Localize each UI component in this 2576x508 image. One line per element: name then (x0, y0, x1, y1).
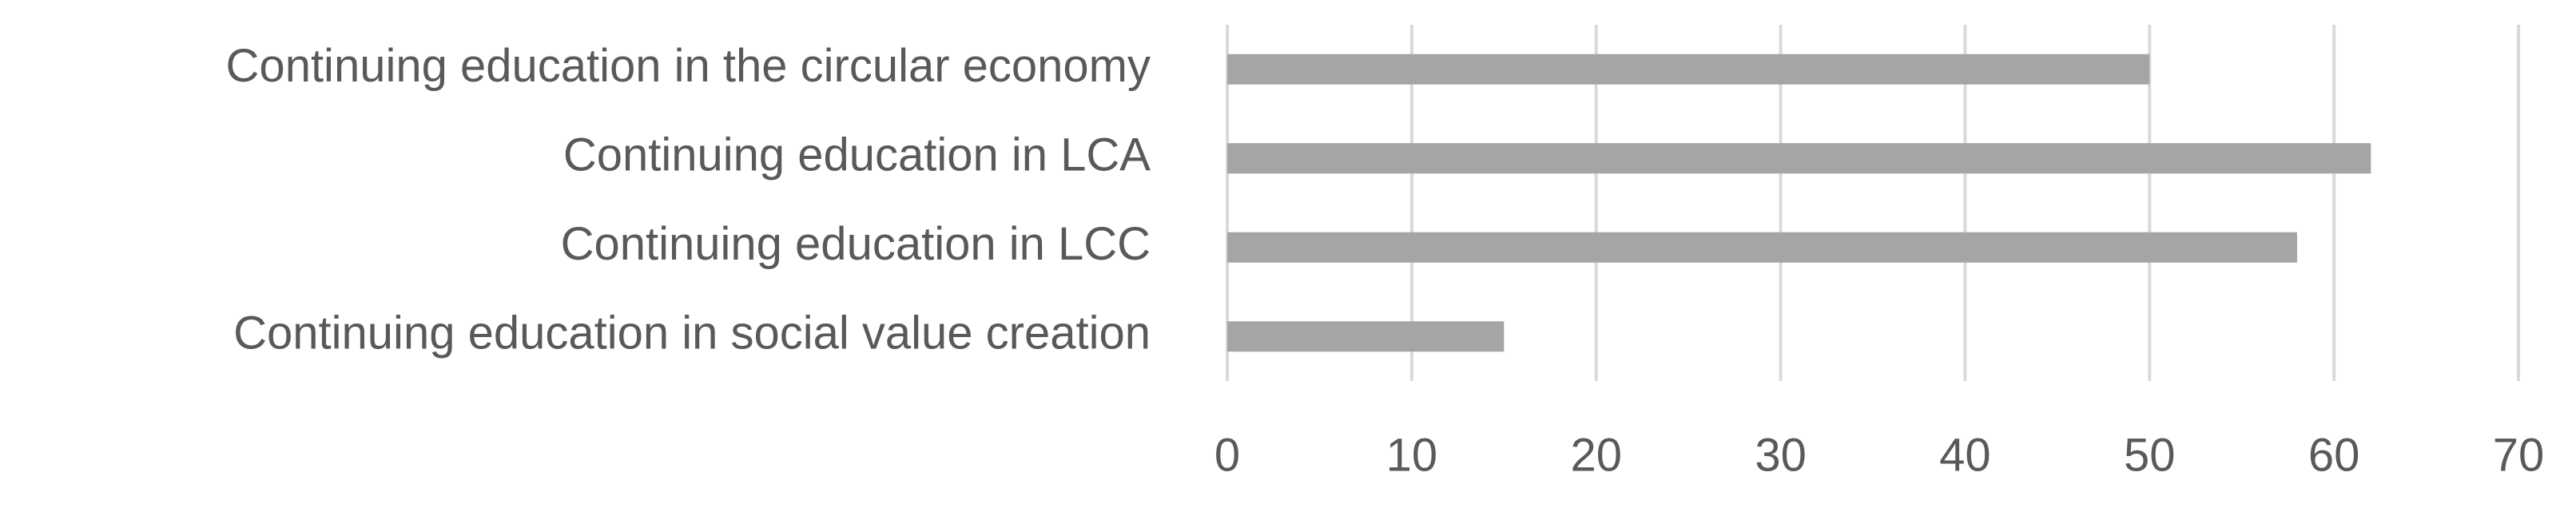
bar (1227, 143, 2371, 174)
x-tick-label: 30 (1755, 429, 1807, 481)
y-tick-label: Continuing education in LCA (563, 129, 1151, 181)
bar (1227, 54, 2150, 85)
x-tick-label: 60 (2308, 429, 2360, 481)
x-tick-label: 0 (1214, 429, 1240, 481)
x-tick-label: 50 (2124, 429, 2176, 481)
x-tick-label: 40 (1939, 429, 1991, 481)
y-tick-label: Continuing education in social value cre… (233, 308, 1151, 359)
y-tick-label: Continuing education in the circular eco… (226, 40, 1151, 92)
x-tick-label: 10 (1386, 429, 1438, 481)
bar (1227, 232, 2297, 263)
x-tick-label: 20 (1570, 429, 1622, 481)
x-tick-label: 70 (2493, 429, 2545, 481)
bar (1227, 321, 1505, 352)
y-tick-label: Continuing education in LCC (561, 218, 1151, 270)
